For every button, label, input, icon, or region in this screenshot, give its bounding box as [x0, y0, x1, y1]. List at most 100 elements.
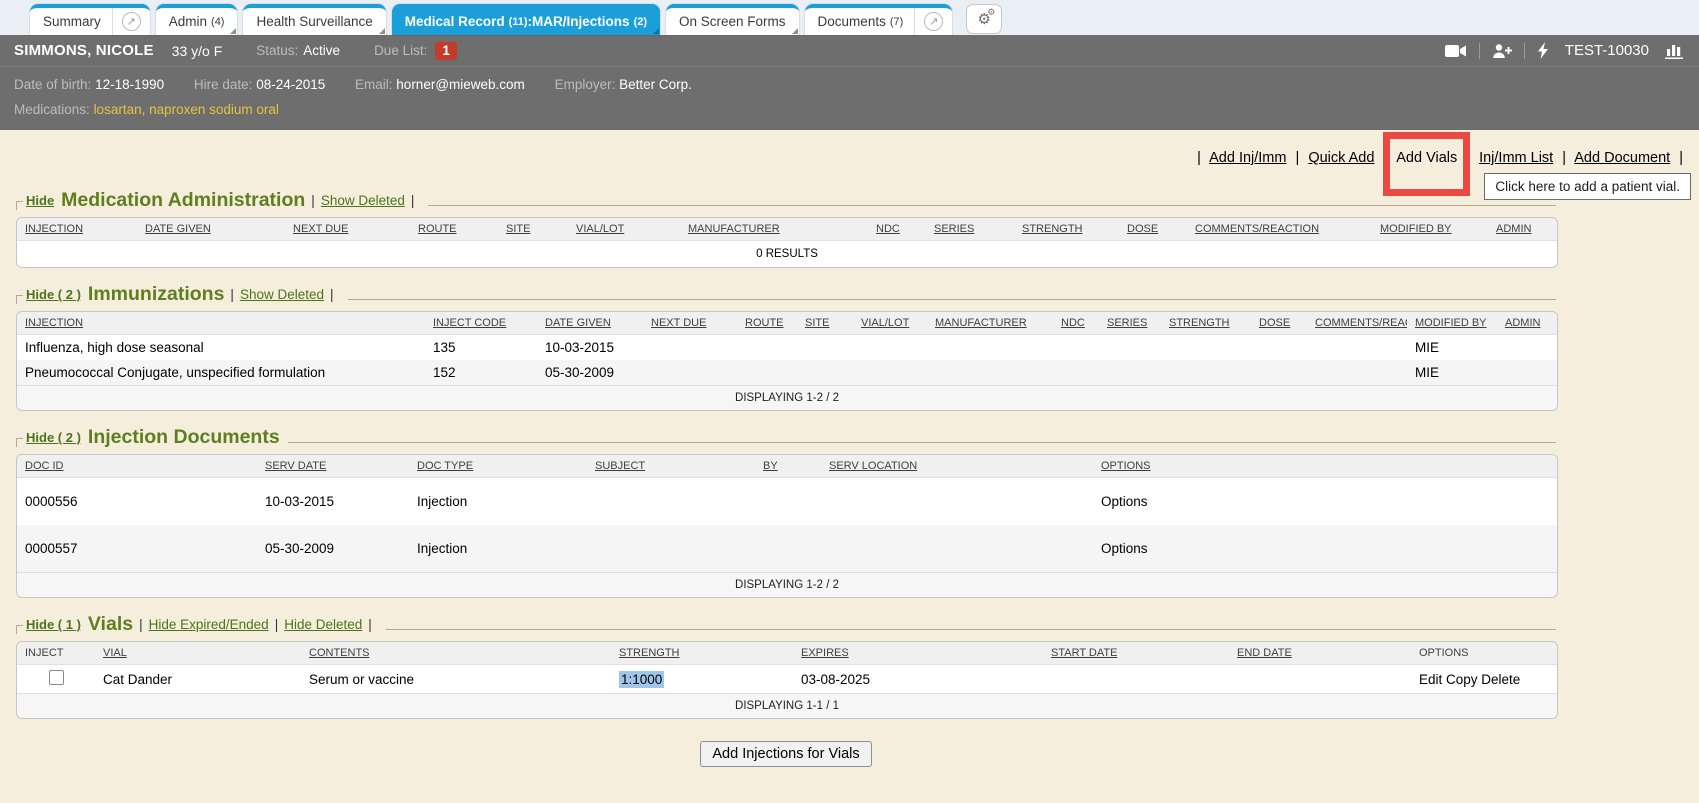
- document-options-link[interactable]: Options: [1101, 494, 1148, 509]
- column-header-injection[interactable]: INJECTION: [17, 312, 425, 335]
- fieldset-corner: [16, 200, 23, 210]
- column-header-route[interactable]: ROUTE: [737, 312, 797, 335]
- column-header-next-due[interactable]: NEXT DUE: [285, 218, 410, 241]
- column-header-admin[interactable]: ADMIN: [1488, 218, 1557, 241]
- column-header-ndc[interactable]: NDC: [868, 218, 926, 241]
- hide-immunizations-link[interactable]: Hide ( 2 ): [26, 287, 81, 302]
- column-header-next-due[interactable]: NEXT DUE: [643, 312, 737, 335]
- separator: |: [1466, 150, 1471, 166]
- column-header-series[interactable]: SERIES: [1099, 312, 1161, 335]
- tab-admin[interactable]: Admin (4): [155, 4, 238, 35]
- table-header-row: INJECTION DATE GIVEN NEXT DUE ROUTE SITE…: [17, 218, 1557, 241]
- vial-options-links[interactable]: Edit Copy Delete: [1419, 671, 1521, 687]
- column-header-manufacturer[interactable]: MANUFACTURER: [927, 312, 1053, 335]
- tab-documents-popout[interactable]: ↗: [914, 8, 952, 35]
- document-options-link[interactable]: Options: [1101, 541, 1148, 556]
- doc-id: 0000557: [17, 525, 257, 572]
- section-title: Medication Administration: [61, 189, 306, 211]
- section-title: Injection Documents: [87, 426, 280, 448]
- add-inj-imm-link[interactable]: Add Inj/Imm: [1209, 150, 1287, 166]
- column-header-comments[interactable]: COMMENTS/REACTION: [1307, 312, 1407, 335]
- column-header-doc-type[interactable]: DOC TYPE: [409, 455, 587, 478]
- hide-injection-documents-link[interactable]: Hide ( 2 ): [26, 430, 81, 445]
- column-header-manufacturer[interactable]: MANUFACTURER: [680, 218, 868, 241]
- column-header-options[interactable]: OPTIONS: [1093, 455, 1557, 478]
- column-header-subject[interactable]: SUBJECT: [587, 455, 755, 478]
- immunization-row[interactable]: Influenza, high dose seasonal 135 10-03-…: [17, 335, 1557, 360]
- column-header-date-given[interactable]: DATE GIVEN: [137, 218, 285, 241]
- tab-on-screen-forms[interactable]: On Screen Forms: [666, 4, 799, 35]
- column-header-serv-date[interactable]: SERV DATE: [257, 455, 409, 478]
- add-injections-for-vials-button[interactable]: Add Injections for Vials: [700, 741, 872, 767]
- add-person-icon[interactable]: [1492, 43, 1512, 59]
- document-row[interactable]: 0000557 05-30-2009 Injection Options: [17, 525, 1557, 572]
- column-header-date-given[interactable]: DATE GIVEN: [537, 312, 643, 335]
- column-header-vial-lot[interactable]: VIAL/LOT: [853, 312, 927, 335]
- inj-imm-list-link[interactable]: Inj/Imm List: [1479, 150, 1554, 166]
- main-content: | Add Inj/Imm | Quick Add | Add Vials | …: [0, 130, 1699, 767]
- tab-medical-record-subcount: (2): [633, 15, 648, 28]
- medication-link[interactable]: naproxen sodium oral: [149, 102, 279, 117]
- column-header-start-date[interactable]: START DATE: [1043, 642, 1229, 665]
- column-header-site[interactable]: SITE: [498, 218, 568, 241]
- column-header-strength[interactable]: STRENGTH: [1014, 218, 1119, 241]
- tab-medical-record[interactable]: Medical Record (11) :MAR/Injections (2): [391, 4, 661, 35]
- column-header-modified-by[interactable]: MODIFIED BY: [1372, 218, 1488, 241]
- tab-health-surveillance[interactable]: Health Surveillance: [243, 4, 386, 35]
- medications-label: Medications:: [14, 102, 90, 117]
- flowsheet-chart-icon[interactable]: [1665, 42, 1685, 59]
- external-link-icon[interactable]: ↗: [924, 12, 944, 31]
- vial-row[interactable]: Cat Dander Serum or vaccine 1:1000 03-08…: [17, 665, 1557, 693]
- column-header-ndc[interactable]: NDC: [1053, 312, 1099, 335]
- medication-link[interactable]: losartan: [93, 102, 142, 117]
- column-header-admin[interactable]: ADMIN: [1497, 312, 1557, 335]
- hide-expired-ended-link[interactable]: Hide Expired/Ended: [148, 617, 269, 632]
- tab-summary[interactable]: Summary ↗: [30, 4, 150, 35]
- video-camera-icon[interactable]: [1444, 44, 1467, 58]
- column-header-vial[interactable]: VIAL: [95, 642, 301, 665]
- column-header-comments[interactable]: COMMENTS/REACTION: [1187, 218, 1372, 241]
- column-header-dose[interactable]: DOSE: [1251, 312, 1307, 335]
- tab-health-surveillance-label: Health Surveillance: [256, 14, 373, 29]
- inject-code: 135: [425, 335, 537, 360]
- lightning-icon[interactable]: [1537, 42, 1549, 59]
- tab-admin-label: Admin: [168, 14, 208, 29]
- column-header-doc-id[interactable]: DOC ID: [17, 455, 257, 478]
- settings-button[interactable]: ⚙ ⚙: [966, 4, 1003, 34]
- column-header-inject-code[interactable]: INJECT CODE: [425, 312, 537, 335]
- section-injection-documents: Hide ( 2 ) Injection Documents DOC ID SE…: [16, 426, 1558, 598]
- show-deleted-link[interactable]: Show Deleted: [320, 193, 405, 208]
- tab-documents[interactable]: Documents (7) ↗: [804, 4, 953, 35]
- column-header-strength[interactable]: STRENGTH: [1161, 312, 1251, 335]
- due-list-badge[interactable]: 1: [435, 41, 457, 60]
- separator: |: [274, 617, 279, 632]
- show-deleted-link[interactable]: Show Deleted: [239, 287, 324, 302]
- hide-vials-link[interactable]: Hide ( 1 ): [26, 617, 81, 632]
- column-header-modified-by[interactable]: MODIFIED BY: [1407, 312, 1497, 335]
- column-header-end-date[interactable]: END DATE: [1229, 642, 1411, 665]
- quick-add-link[interactable]: Quick Add: [1308, 150, 1375, 166]
- tab-summary-popout[interactable]: ↗: [111, 8, 150, 35]
- divider: [1478, 42, 1480, 59]
- column-header-strength[interactable]: STRENGTH: [611, 642, 793, 665]
- hide-medication-administration-link[interactable]: Hide: [26, 193, 55, 208]
- document-row[interactable]: 0000556 10-03-2015 Injection Options: [17, 478, 1557, 525]
- column-header-dose[interactable]: DOSE: [1119, 218, 1187, 241]
- tab-medical-record-count: (11): [508, 15, 528, 28]
- tab-medical-record-sublabel: :MAR/Injections: [527, 14, 630, 29]
- column-header-route[interactable]: ROUTE: [410, 218, 498, 241]
- column-header-vial-lot[interactable]: VIAL/LOT: [568, 218, 680, 241]
- column-header-injection[interactable]: INJECTION: [17, 218, 137, 241]
- column-header-by[interactable]: BY: [755, 455, 821, 478]
- vial-checkbox[interactable]: [48, 670, 64, 685]
- column-header-site[interactable]: SITE: [797, 312, 853, 335]
- column-header-contents[interactable]: CONTENTS: [301, 642, 611, 665]
- hide-deleted-link[interactable]: Hide Deleted: [284, 617, 363, 632]
- external-link-icon[interactable]: ↗: [121, 12, 141, 31]
- column-header-serv-location[interactable]: SERV LOCATION: [821, 455, 1093, 478]
- column-header-series[interactable]: SERIES: [926, 218, 1014, 241]
- column-header-expires[interactable]: EXPIRES: [793, 642, 1043, 665]
- add-vials-link[interactable]: Add Vials: [1396, 150, 1458, 166]
- immunization-row[interactable]: Pneumococcal Conjugate, unspecified form…: [17, 360, 1557, 385]
- add-document-link[interactable]: Add Document: [1574, 150, 1671, 166]
